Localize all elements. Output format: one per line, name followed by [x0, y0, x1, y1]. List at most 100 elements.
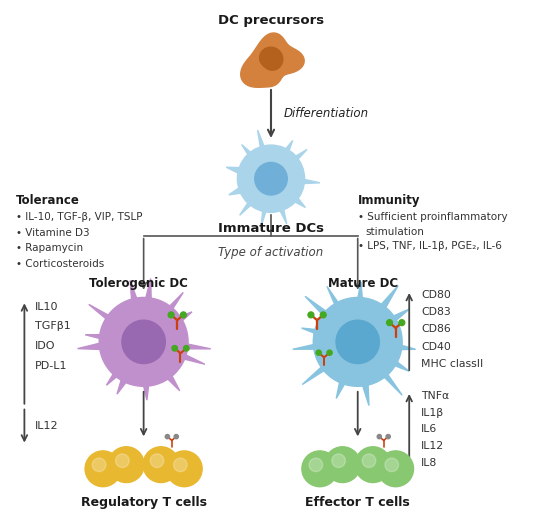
Text: IL1β: IL1β	[421, 408, 444, 418]
Polygon shape	[260, 47, 283, 70]
Ellipse shape	[302, 451, 338, 487]
Polygon shape	[106, 367, 122, 385]
Polygon shape	[257, 130, 266, 153]
Polygon shape	[305, 296, 332, 321]
Ellipse shape	[237, 145, 305, 212]
Ellipse shape	[385, 458, 398, 472]
Polygon shape	[379, 368, 402, 395]
Polygon shape	[240, 198, 255, 215]
Ellipse shape	[168, 312, 174, 318]
Text: TNFα: TNFα	[421, 391, 449, 401]
Ellipse shape	[85, 451, 121, 487]
Ellipse shape	[122, 320, 165, 364]
Text: PD-L1: PD-L1	[35, 361, 68, 371]
Ellipse shape	[327, 350, 332, 355]
Polygon shape	[290, 194, 306, 208]
Text: IL8: IL8	[421, 457, 437, 468]
Ellipse shape	[255, 163, 287, 195]
Ellipse shape	[377, 435, 382, 439]
Ellipse shape	[166, 451, 202, 487]
Ellipse shape	[332, 454, 345, 468]
Text: • Rapamycin: • Rapamycin	[16, 243, 83, 253]
Polygon shape	[386, 309, 409, 325]
Ellipse shape	[172, 346, 177, 351]
Polygon shape	[179, 342, 211, 349]
Ellipse shape	[320, 312, 326, 318]
Ellipse shape	[184, 346, 189, 351]
Ellipse shape	[108, 447, 144, 483]
Text: CD40: CD40	[421, 341, 451, 352]
Polygon shape	[229, 185, 247, 195]
Polygon shape	[89, 305, 115, 324]
Ellipse shape	[325, 447, 360, 483]
Text: • IL-10, TGF-β, VIP, TSLP: • IL-10, TGF-β, VIP, TSLP	[16, 212, 143, 222]
Ellipse shape	[143, 447, 179, 483]
Ellipse shape	[399, 320, 405, 326]
Text: IDO: IDO	[35, 341, 56, 351]
Polygon shape	[298, 178, 320, 184]
Ellipse shape	[173, 458, 187, 472]
Text: Mature DC: Mature DC	[328, 277, 398, 290]
Text: Differentiation: Differentiation	[283, 107, 369, 121]
Text: IL12: IL12	[35, 421, 59, 431]
Text: • Sufficient proinflammatory: • Sufficient proinflammatory	[358, 212, 507, 222]
Polygon shape	[261, 205, 268, 225]
Polygon shape	[162, 369, 180, 391]
Polygon shape	[226, 167, 246, 176]
Ellipse shape	[316, 350, 321, 355]
Polygon shape	[177, 352, 205, 364]
Polygon shape	[357, 282, 363, 306]
Polygon shape	[301, 328, 323, 336]
Text: Type of activation: Type of activation	[218, 246, 324, 259]
Text: Effector T cells: Effector T cells	[305, 496, 410, 509]
Polygon shape	[241, 33, 304, 88]
Polygon shape	[172, 312, 192, 326]
Text: CD83: CD83	[421, 307, 451, 318]
Text: IL6: IL6	[421, 424, 437, 435]
Ellipse shape	[313, 297, 402, 386]
Text: CD86: CD86	[421, 324, 451, 335]
Polygon shape	[302, 362, 331, 384]
Polygon shape	[376, 285, 398, 314]
Polygon shape	[144, 279, 151, 306]
Polygon shape	[327, 286, 343, 311]
Polygon shape	[388, 357, 409, 371]
Ellipse shape	[336, 320, 379, 364]
Ellipse shape	[309, 458, 322, 472]
Text: DC precursors: DC precursors	[218, 14, 324, 27]
Polygon shape	[293, 343, 322, 349]
Ellipse shape	[174, 435, 178, 439]
Text: Tolerance: Tolerance	[16, 194, 80, 207]
Text: • Vitamine D3: • Vitamine D3	[16, 228, 90, 238]
Ellipse shape	[386, 435, 390, 439]
Text: Regulatory T cells: Regulatory T cells	[81, 496, 207, 509]
Ellipse shape	[99, 297, 188, 386]
Ellipse shape	[115, 454, 129, 468]
Polygon shape	[85, 335, 108, 340]
Ellipse shape	[362, 454, 376, 468]
Text: IL12: IL12	[421, 441, 444, 451]
Polygon shape	[78, 341, 108, 350]
Text: Tolerogenic DC: Tolerogenic DC	[89, 277, 188, 290]
Polygon shape	[142, 378, 150, 400]
Ellipse shape	[150, 454, 164, 468]
Ellipse shape	[308, 312, 314, 318]
Text: Immunity: Immunity	[358, 194, 420, 207]
Polygon shape	[117, 372, 131, 394]
Ellipse shape	[165, 435, 170, 439]
Text: stimulation: stimulation	[366, 227, 425, 237]
Polygon shape	[130, 280, 139, 307]
Polygon shape	[291, 149, 307, 164]
Ellipse shape	[92, 458, 106, 472]
Polygon shape	[164, 292, 183, 315]
Ellipse shape	[180, 312, 186, 318]
Ellipse shape	[355, 447, 391, 483]
Polygon shape	[242, 145, 255, 160]
Text: • LPS, TNF, IL-1β, PGE₂, IL-6: • LPS, TNF, IL-1β, PGE₂, IL-6	[358, 241, 501, 251]
Ellipse shape	[378, 451, 414, 487]
Polygon shape	[393, 343, 416, 350]
Ellipse shape	[386, 320, 392, 326]
Text: MHC classII: MHC classII	[421, 358, 483, 369]
Polygon shape	[360, 377, 369, 406]
Text: Immature DCs: Immature DCs	[218, 222, 324, 235]
